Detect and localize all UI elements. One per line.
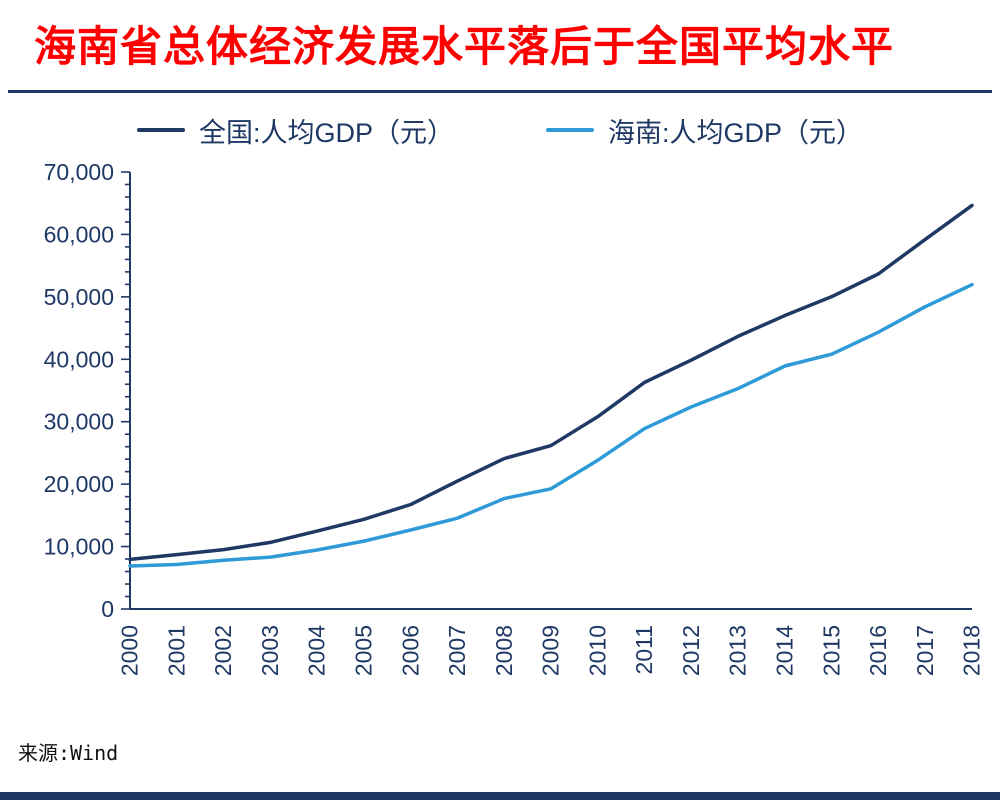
svg-text:2001: 2001 [163, 625, 189, 676]
svg-text:2009: 2009 [538, 625, 564, 676]
svg-text:2010: 2010 [584, 625, 610, 676]
legend-item: 海南:人均GDP（元） [546, 111, 863, 150]
title-divider [8, 89, 992, 93]
svg-text:2015: 2015 [818, 625, 844, 676]
svg-text:70,000: 70,000 [44, 159, 114, 185]
chart-legend: 全国:人均GDP（元） 海南:人均GDP（元） [0, 111, 1000, 150]
svg-text:2011: 2011 [631, 625, 657, 674]
svg-text:10,000: 10,000 [44, 533, 114, 559]
legend-item: 全国:人均GDP（元） [136, 111, 454, 150]
source-text: 来源:Wind [18, 740, 119, 765]
svg-text:2008: 2008 [491, 625, 517, 676]
svg-text:2012: 2012 [678, 625, 704, 676]
legend-line-swatch [136, 128, 185, 133]
svg-text:2014: 2014 [771, 624, 797, 675]
chart-area: 0 10,000 20,000 30,000 40,000 50,000 60,000 70,… [0, 154, 1000, 719]
svg-text:2005: 2005 [350, 625, 376, 676]
svg-text:2018: 2018 [959, 625, 985, 676]
svg-text:2007: 2007 [444, 625, 470, 676]
svg-text:60,000: 60,000 [44, 221, 114, 247]
chart-title: 海南省总体经济发展水平落后于全国平均水平 [34, 23, 895, 70]
svg-text:0: 0 [101, 596, 114, 622]
legend-label: 海南:人均GDP（元） [608, 117, 864, 148]
svg-text:2013: 2013 [725, 625, 751, 676]
svg-text:50,000: 50,000 [44, 283, 114, 309]
svg-text:2006: 2006 [397, 625, 423, 676]
svg-text:2002: 2002 [210, 625, 236, 676]
legend-line-swatch [546, 128, 594, 133]
legend-label: 全国:人均GDP（元） [198, 117, 454, 148]
svg-text:2003: 2003 [257, 625, 283, 676]
svg-text:2016: 2016 [865, 625, 891, 676]
svg-text:20,000: 20,000 [44, 471, 114, 497]
bottom-border [0, 792, 1000, 800]
line-chart-svg: 0 10,000 20,000 30,000 40,000 50,000 60,000 70,… [44, 159, 985, 676]
svg-text:2017: 2017 [912, 625, 938, 676]
svg-text:30,000: 30,000 [44, 408, 114, 434]
svg-text:40,000: 40,000 [44, 346, 114, 372]
svg-text:2000: 2000 [117, 625, 143, 676]
svg-text:2004: 2004 [304, 624, 330, 675]
